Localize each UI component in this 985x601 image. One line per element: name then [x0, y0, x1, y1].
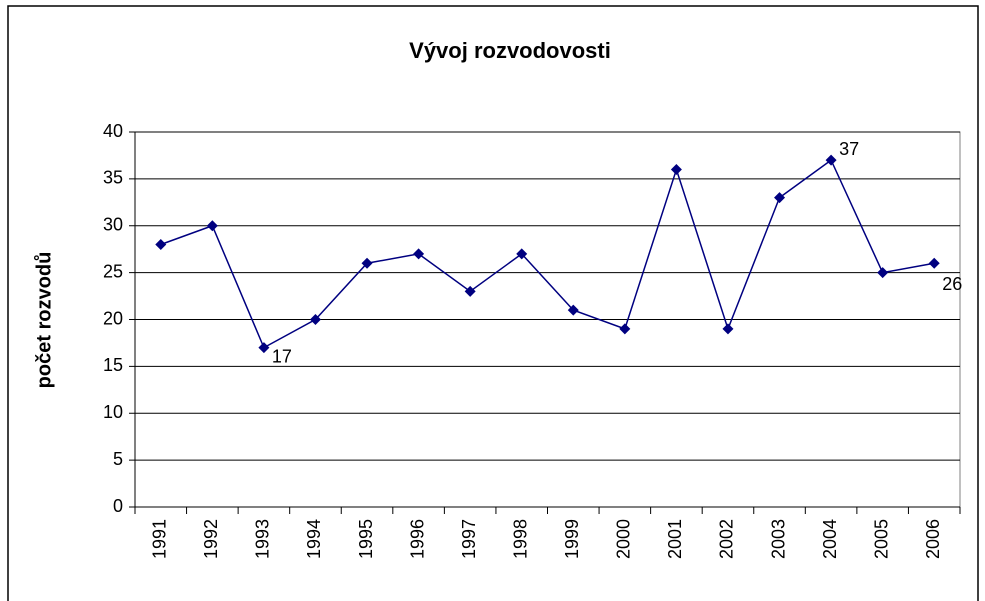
- data-label: 37: [839, 139, 859, 159]
- y-tick-label: 10: [103, 402, 123, 422]
- marker: [361, 257, 373, 269]
- x-tick-label: 2006: [923, 519, 943, 559]
- x-tick-label: 1998: [510, 519, 530, 559]
- marker: [670, 164, 682, 175]
- marker: [877, 267, 889, 279]
- marker: [258, 342, 270, 354]
- marker: [774, 192, 786, 204]
- x-tick-label: 2001: [665, 519, 685, 559]
- x-tick-label: 1995: [356, 519, 376, 559]
- y-tick-label: 20: [103, 308, 123, 328]
- x-tick-label: 1997: [459, 519, 479, 559]
- marker: [619, 323, 631, 335]
- series-line: [160, 158, 935, 349]
- marker: [309, 314, 321, 325]
- y-tick-label: 15: [103, 355, 123, 375]
- x-tick-label: 2005: [871, 519, 891, 559]
- x-tick-label: 1996: [407, 519, 427, 559]
- marker: [206, 220, 218, 232]
- y-tick-label: 35: [103, 168, 123, 188]
- y-tick-label: 5: [113, 449, 123, 469]
- marker: [516, 248, 528, 260]
- x-tick-label: 1993: [253, 519, 273, 559]
- data-label: 17: [272, 346, 292, 366]
- marker: [413, 248, 425, 260]
- x-tick-label: 2003: [768, 519, 788, 559]
- marker: [928, 257, 940, 269]
- y-tick-label: 0: [113, 496, 123, 516]
- x-tick-label: 1992: [201, 519, 221, 559]
- marker: [567, 304, 579, 316]
- marker: [464, 285, 476, 297]
- marker: [825, 154, 837, 166]
- y-tick-label: 40: [103, 121, 123, 141]
- chart-border: [7, 5, 979, 601]
- marker: [722, 323, 734, 335]
- x-tick-label: 1994: [304, 519, 324, 559]
- x-tick-label: 1991: [150, 519, 170, 559]
- x-tick-label: 2000: [614, 519, 634, 559]
- chart-title: Vývoj rozvodovosti: [409, 38, 611, 63]
- x-tick-label: 1999: [562, 519, 582, 559]
- data-label: 26: [942, 274, 962, 294]
- marker: [155, 239, 167, 250]
- y-axis-label: počet rozvodů: [33, 252, 55, 389]
- x-tick-label: 2002: [717, 519, 737, 559]
- x-tick-label: 2004: [820, 519, 840, 559]
- y-tick-label: 25: [103, 261, 123, 281]
- y-tick-label: 30: [103, 215, 123, 235]
